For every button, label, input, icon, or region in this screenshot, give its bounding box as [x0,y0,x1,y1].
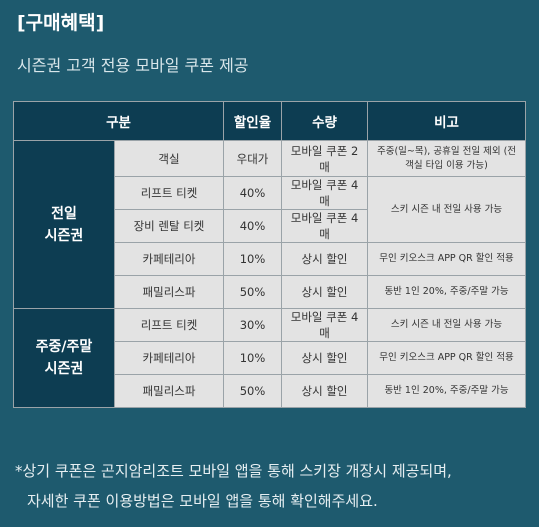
section-heading: [구매혜택] [17,12,105,34]
table-row: 패밀리스파 50% 상시 할인 동반 1인 20%, 주중/주말 가능 [14,275,526,309]
footnote: *상기 쿠폰은 곤지암리조트 모바일 앱을 통해 스키장 개장시 제공되며, 자… [15,456,530,516]
item-cell: 카페테리아 [114,341,224,375]
quantity-cell: 상시 할인 [281,242,368,276]
note-cell: 주중(일~목), 공휴일 전일 제외 (전 객실 타입 이용 가능) [367,140,526,177]
discount-cell: 40% [223,176,282,210]
group-weekend-season: 주중/주말 시즌권 [13,308,115,408]
table-header-row: 구분 할인율 수량 비고 [13,101,526,141]
note-cell: 스키 시즌 내 전일 사용 가능 [367,308,526,342]
group-label: 전일 [51,205,77,222]
header-category: 구분 [13,101,224,141]
header-note: 비고 [367,101,526,141]
note-cell: 스키 시즌 내 전일 사용 가능 [367,176,526,243]
header-quantity: 수량 [281,101,368,141]
benefit-table: 구분 할인율 수량 비고 전일 시즌권 객실 우대가 모바일 쿠폰 2매 주중(… [13,101,526,408]
quantity-cell: 모바일 쿠폰 4매 [281,209,368,243]
discount-cell: 10% [223,341,282,375]
group-label: 시즌권 [44,227,84,244]
item-cell: 리프트 티켓 [114,176,224,210]
item-cell: 리프트 티켓 [114,308,224,342]
discount-cell: 50% [223,374,282,408]
footnote-line: *상기 쿠폰은 곤지암리조트 모바일 앱을 통해 스키장 개장시 제공되며, [15,462,452,480]
discount-cell: 50% [223,275,282,309]
quantity-cell: 모바일 쿠폰 4매 [281,308,368,342]
note-cell: 무인 키오스크 APP QR 할인 적용 [367,341,526,375]
item-cell: 패밀리스파 [114,374,224,408]
footnote-line: 자세한 쿠폰 이용방법은 모바일 앱을 통해 확인해주세요. [27,492,378,510]
discount-cell: 10% [223,242,282,276]
discount-cell: 30% [223,308,282,342]
item-cell: 카페테리아 [114,242,224,276]
table-row: 카페테리아 10% 상시 할인 무인 키오스크 APP QR 할인 적용 [14,242,526,276]
note-cell: 무인 키오스크 APP QR 할인 적용 [367,242,526,276]
discount-cell: 우대가 [223,140,282,177]
note-cell: 동반 1인 20%, 주중/주말 가능 [367,374,526,408]
item-cell: 패밀리스파 [114,275,224,309]
table-row: 패밀리스파 50% 상시 할인 동반 1인 20%, 주중/주말 가능 [14,374,526,408]
table-row: 리프트 티켓 40% 모바일 쿠폰 4매 스키 시즌 내 전일 사용 가능 [14,176,526,243]
table-row: 주중/주말 시즌권 리프트 티켓 30% 모바일 쿠폰 4매 스키 시즌 내 전… [13,308,526,408]
group-label: 주중/주말 [35,339,93,355]
table-row: 카페테리아 10% 상시 할인 무인 키오스크 APP QR 할인 적용 [14,341,526,375]
quantity-cell: 상시 할인 [281,341,368,375]
item-cell: 객실 [114,140,224,177]
group-full-season: 전일 시즌권 [13,140,115,309]
quantity-cell: 모바일 쿠폰 2매 [281,140,368,177]
item-cell: 장비 렌탈 티켓 [114,209,224,243]
table-row: 전일 시즌권 객실 우대가 모바일 쿠폰 2매 주중(일~목), 공휴일 전일 … [13,140,526,309]
quantity-cell: 상시 할인 [281,374,368,408]
quantity-cell: 상시 할인 [281,275,368,309]
note-cell: 동반 1인 20%, 주중/주말 가능 [367,275,526,309]
header-discount: 할인율 [223,101,282,141]
section-subheading: 시즌권 고객 전용 모바일 쿠폰 제공 [17,56,249,75]
quantity-cell: 모바일 쿠폰 4매 [281,176,368,210]
discount-cell: 40% [223,209,282,243]
group-label: 시즌권 [44,361,84,377]
